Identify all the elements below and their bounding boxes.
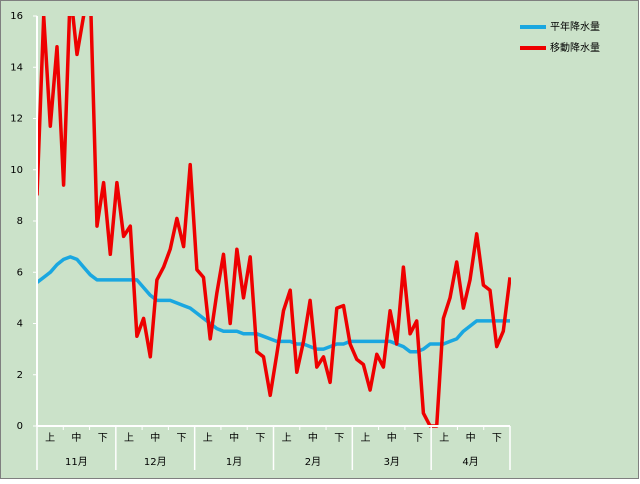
period-label: 下 [255, 433, 265, 444]
period-label: 下 [492, 433, 502, 444]
period-label: 中 [387, 431, 397, 444]
month-label: 11月 [65, 456, 88, 468]
month-label: 2月 [305, 456, 321, 468]
period-label: 中 [71, 431, 81, 444]
y-tick-label: 4 [17, 319, 23, 330]
period-label: 中 [229, 431, 239, 444]
y-tick-label: 8 [17, 216, 23, 227]
month-label: 12月 [144, 456, 167, 468]
y-tick-label: 6 [17, 267, 23, 278]
period-label: 下 [334, 433, 344, 444]
y-tick-label: 0 [17, 421, 23, 432]
period-label: 上 [45, 432, 55, 444]
period-label: 中 [150, 431, 160, 444]
period-label: 中 [308, 431, 318, 444]
period-label: 中 [466, 431, 476, 444]
period-label: 下 [98, 433, 108, 444]
month-label: 4月 [462, 456, 478, 468]
period-label: 上 [124, 432, 134, 444]
month-label: 1月 [226, 456, 242, 468]
period-label: 上 [360, 432, 370, 444]
period-label: 下 [413, 433, 423, 444]
period-label: 下 [177, 433, 187, 444]
y-tick-label: 16 [10, 11, 23, 22]
period-label: 上 [203, 432, 213, 444]
period-label: 上 [439, 432, 449, 444]
legend-label: 移動降水量 [550, 41, 600, 54]
y-tick-label: 14 [10, 62, 23, 73]
legend-label: 平年降水量 [550, 20, 600, 33]
y-tick-label: 2 [17, 370, 23, 381]
y-tick-label: 10 [10, 165, 23, 176]
month-label: 3月 [384, 456, 400, 468]
period-label: 上 [282, 432, 292, 444]
series-line [37, 255, 510, 354]
y-tick-label: 12 [10, 114, 23, 125]
